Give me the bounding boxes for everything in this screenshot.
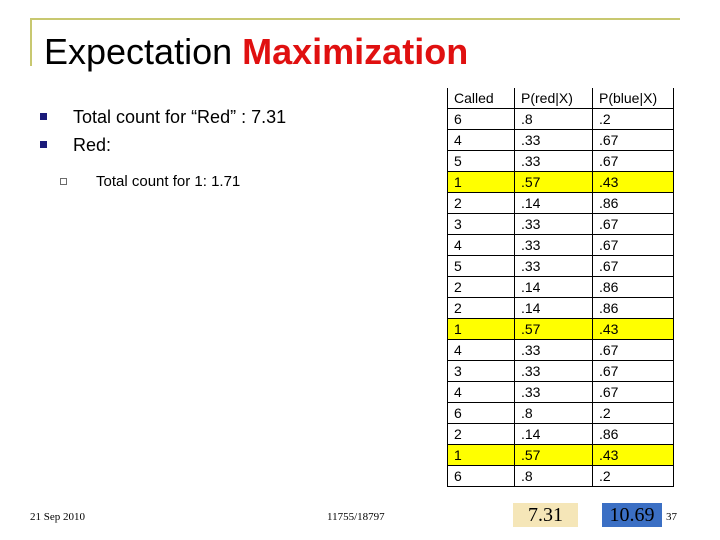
cell-called: 3	[447, 213, 515, 235]
title-accent: Maximization	[242, 31, 469, 72]
cell-called: 1	[447, 444, 515, 466]
cell-called: 5	[447, 150, 515, 172]
cell-called: 2	[447, 297, 515, 319]
cell-called: 6	[447, 108, 515, 130]
sub-bullet-text: Total count for 1: 1.71	[96, 173, 241, 190]
cell-p-red: .33	[514, 339, 593, 361]
cell-called: 4	[447, 129, 515, 151]
table-row: 4.33.67	[447, 234, 674, 256]
cell-p-blue: .43	[592, 444, 674, 466]
cell-p-blue: .86	[592, 192, 674, 214]
table-row: 3.33.67	[447, 213, 674, 235]
sub-bullet-item: Total count for 1: 1.71	[40, 165, 440, 199]
cell-p-red: .33	[514, 381, 593, 403]
cell-p-blue: .67	[592, 255, 674, 277]
table-row: 2.14.86	[447, 276, 674, 298]
cell-p-red: .33	[514, 255, 593, 277]
title-frame-vertical	[30, 18, 32, 66]
cell-p-blue: .43	[592, 318, 674, 340]
cell-p-red: .8	[514, 402, 593, 424]
square-bullet-icon	[40, 141, 47, 148]
cell-called: 2	[447, 276, 515, 298]
column-header-p-blue: P(blue|X)	[592, 88, 674, 109]
table-row: 5.33.67	[447, 150, 674, 172]
cell-p-blue: .67	[592, 213, 674, 235]
cell-p-red: .33	[514, 213, 593, 235]
probability-table: Called P(red|X) P(blue|X) 6.8.2 4.33.67 5.…	[447, 88, 674, 487]
cell-called: 6	[447, 402, 515, 424]
table-row: 2.14.86	[447, 423, 674, 445]
title-frame-horizontal	[30, 18, 680, 20]
cell-p-red: .14	[514, 297, 593, 319]
slide-title: Expectation Maximization	[44, 28, 468, 76]
table-row: 3.33.67	[447, 360, 674, 382]
cell-p-blue: .67	[592, 339, 674, 361]
cell-p-blue: .86	[592, 276, 674, 298]
column-header-p-red: P(red|X)	[514, 88, 593, 109]
cell-p-blue: .2	[592, 465, 674, 487]
bullet-item: Red:	[40, 131, 440, 159]
cell-called: 5	[447, 255, 515, 277]
column-header-called: Called	[447, 88, 515, 109]
cell-p-red: .33	[514, 150, 593, 172]
hollow-square-bullet-icon	[60, 178, 67, 185]
cell-p-red: .33	[514, 360, 593, 382]
table-row: 2.14.86	[447, 192, 674, 214]
table-row: 5.33.67	[447, 255, 674, 277]
cell-called: 2	[447, 423, 515, 445]
table-row: 6.8.2	[447, 465, 674, 487]
cell-called: 2	[447, 192, 515, 214]
table-row: 4.33.67	[447, 129, 674, 151]
bullet-item: Total count for “Red” : 7.31	[40, 103, 440, 131]
cell-p-red: .14	[514, 423, 593, 445]
cell-p-blue: .67	[592, 234, 674, 256]
cell-p-red: .14	[514, 192, 593, 214]
cell-p-red: .14	[514, 276, 593, 298]
cell-p-blue: .67	[592, 150, 674, 172]
cell-called: 4	[447, 381, 515, 403]
cell-p-blue: .86	[592, 297, 674, 319]
square-bullet-icon	[40, 113, 47, 120]
table-row: 6.8.2	[447, 108, 674, 130]
cell-called: 4	[447, 339, 515, 361]
cell-called: 3	[447, 360, 515, 382]
bullet-text: Red:	[73, 135, 112, 155]
cell-called: 1	[447, 171, 515, 193]
table-header-row: Called P(red|X) P(blue|X)	[447, 88, 674, 109]
cell-p-red: .8	[514, 108, 593, 130]
cell-p-red: .8	[514, 465, 593, 487]
cell-p-red: .33	[514, 129, 593, 151]
total-red: 7.31	[513, 503, 578, 527]
cell-p-blue: .67	[592, 360, 674, 382]
table-row: 6.8.2	[447, 402, 674, 424]
table-row: 2.14.86	[447, 297, 674, 319]
bullet-text: Total count for “Red” : 7.31	[73, 107, 287, 127]
cell-p-red: .57	[514, 444, 593, 466]
table-row: 4.33.67	[447, 381, 674, 403]
bullet-list: Total count for “Red” : 7.31 Red: Total …	[40, 103, 440, 199]
cell-p-blue: .67	[592, 381, 674, 403]
cell-p-red: .57	[514, 318, 593, 340]
cell-p-blue: .2	[592, 108, 674, 130]
cell-called: 6	[447, 465, 515, 487]
table-row: 1.57.43	[447, 171, 674, 193]
total-blue: 10.69	[602, 503, 662, 527]
cell-p-blue: .43	[592, 171, 674, 193]
cell-p-blue: .67	[592, 129, 674, 151]
cell-called: 1	[447, 318, 515, 340]
cell-p-blue: .86	[592, 423, 674, 445]
table-row: 1.57.43	[447, 444, 674, 466]
cell-called: 4	[447, 234, 515, 256]
footer-date: 21 Sep 2010	[30, 511, 85, 523]
cell-p-red: .33	[514, 234, 593, 256]
cell-p-red: .57	[514, 171, 593, 193]
page-number: 37	[666, 511, 677, 523]
table-body: 6.8.2 4.33.67 5.33.67 1.57.43 2.14.86 3.33.67…	[447, 108, 674, 487]
footer-course: 11755/18797	[327, 511, 385, 523]
cell-p-blue: .2	[592, 402, 674, 424]
table-row: 1.57.43	[447, 318, 674, 340]
title-main: Expectation	[44, 31, 233, 72]
table-row: 4.33.67	[447, 339, 674, 361]
